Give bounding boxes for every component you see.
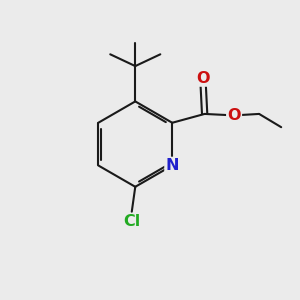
Text: N: N (166, 158, 179, 173)
Text: Cl: Cl (123, 214, 140, 229)
Text: O: O (196, 70, 210, 86)
Text: O: O (227, 108, 241, 123)
